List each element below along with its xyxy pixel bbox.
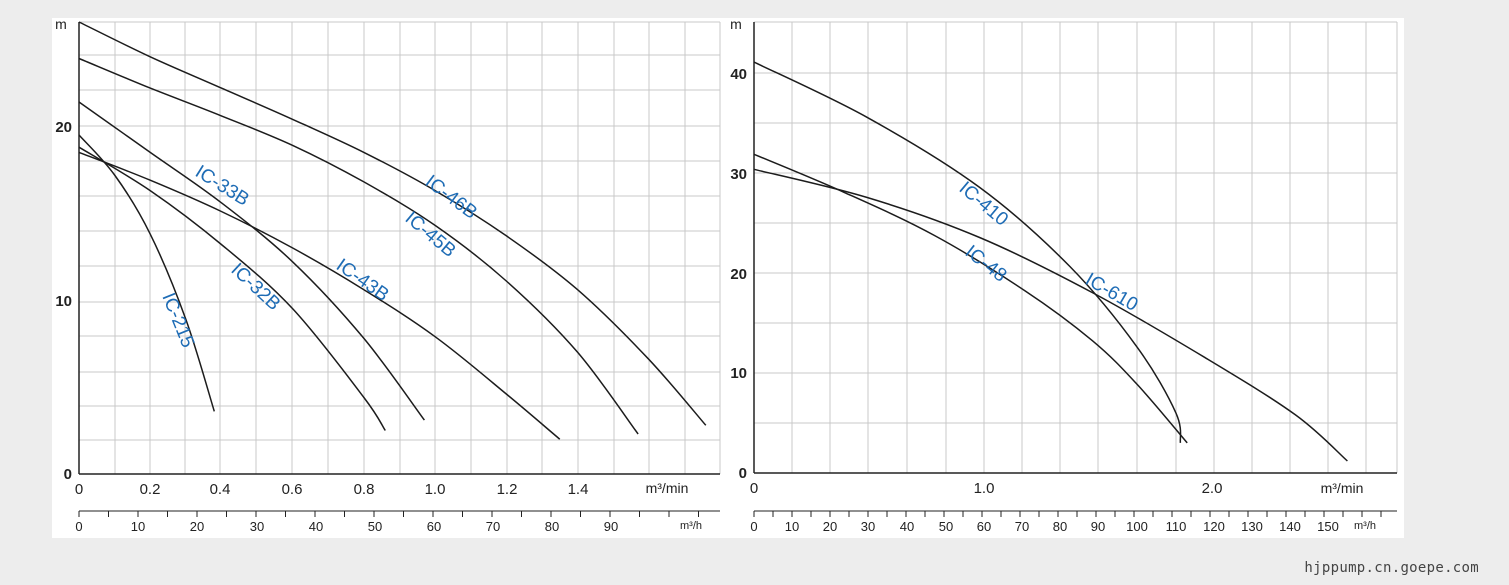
x2-tick-label: 150 — [1317, 519, 1339, 534]
x-unit-label: m³/min — [646, 480, 689, 496]
chart-2: 0 10 20 30 40 m 0 1.0 2.0 m³/min 0 10 20 30 40 50 60 70 80… — [730, 18, 1398, 534]
x2-tick-label: 90 — [604, 519, 618, 534]
x2-tick-label: 0 — [750, 519, 757, 534]
curve-ic-610 — [753, 168, 1348, 462]
x2-tick-label: 140 — [1279, 519, 1301, 534]
x2-tick-label: 50 — [939, 519, 953, 534]
y-tick-label: 40 — [730, 66, 747, 83]
series-label-ic-46b: IC-46B — [421, 171, 481, 223]
y-unit-label: m — [730, 18, 742, 32]
x-unit-label: m³/min — [1321, 480, 1364, 496]
x2-tick-label: 30 — [250, 519, 264, 534]
x2-tick-label: 60 — [427, 519, 441, 534]
y-tick-label: 30 — [730, 166, 747, 183]
x2-tick-label: 90 — [1091, 519, 1105, 534]
series-label-ic-610: IC-610 — [1082, 269, 1142, 316]
x2-tick-label: 40 — [309, 519, 323, 534]
x2-tick-label: 70 — [486, 519, 500, 534]
chart-1: 0 10 20 m 0 0.2 0.4 0.6 0.8 1.0 1.2 1.4 m³/min 0 10 20 3… — [55, 18, 721, 534]
curve-ic-32b — [78, 146, 386, 431]
x2-tick-label: 50 — [368, 519, 382, 534]
x-tick-label: 1.4 — [568, 481, 589, 498]
series-label-ic-215: IC-215 — [157, 290, 198, 351]
x-tick-label: 1.0 — [974, 480, 995, 497]
curve-ic-410 — [753, 61, 1182, 444]
y-tick-label: 10 — [730, 365, 747, 382]
x-tick-label: 0 — [750, 480, 758, 497]
x-tick-label: 1.2 — [497, 481, 518, 498]
x2-unit-label: m³/h — [680, 520, 702, 532]
curve-ic-46b — [78, 21, 707, 426]
x2-tick-label: 100 — [1126, 519, 1148, 534]
x2-tick-label: 20 — [823, 519, 837, 534]
series-label-ic-43b: IC-43B — [332, 255, 392, 306]
x2-tick-label: 20 — [190, 519, 204, 534]
x2-tick-label: 0 — [75, 519, 82, 534]
x2-tick-label: 30 — [861, 519, 875, 534]
y-tick-label: 0 — [739, 465, 747, 482]
y-tick-label: 20 — [55, 119, 72, 136]
curve-ic-48 — [753, 153, 1188, 444]
chart-panel: 0 10 20 m 0 0.2 0.4 0.6 0.8 1.0 1.2 1.4 m³/min 0 10 20 3… — [52, 18, 1404, 538]
x2-tick-label: 80 — [1053, 519, 1067, 534]
y-unit-label: m — [55, 18, 67, 32]
x2-tick-label: 130 — [1241, 519, 1263, 534]
x2-tick-label: 70 — [1015, 519, 1029, 534]
x2-tick-label: 60 — [977, 519, 991, 534]
x-tick-label: 0.4 — [210, 481, 231, 498]
x2-tick-label: 110 — [1166, 519, 1187, 534]
x-tick-label: 1.0 — [425, 481, 446, 498]
x2-tick-label: 40 — [900, 519, 914, 534]
x2-tick-label: 80 — [545, 519, 559, 534]
watermark-text: hjppump.cn.goepe.com — [1304, 560, 1479, 576]
y-tick-label: 10 — [55, 293, 72, 310]
y-tick-label: 20 — [730, 266, 747, 283]
curve-ic-43b — [78, 151, 561, 440]
y-tick-label: 0 — [64, 466, 72, 483]
pump-curves-svg: 0 10 20 m 0 0.2 0.4 0.6 0.8 1.0 1.2 1.4 m³/min 0 10 20 3… — [55, 18, 1398, 534]
x-tick-label: 0 — [75, 481, 83, 498]
x2-tick-label: 10 — [785, 519, 799, 534]
series-label-ic-45b: IC-45B — [401, 208, 460, 262]
x-tick-label: 0.8 — [354, 481, 375, 498]
x-tick-label: 0.2 — [140, 481, 161, 498]
curve-ic-33b — [78, 101, 426, 421]
series-label-ic-32b: IC-32B — [227, 259, 285, 315]
x-tick-label: 2.0 — [1202, 480, 1223, 497]
x2-unit-label: m³/h — [1354, 520, 1376, 532]
x-tick-label: 0.6 — [282, 481, 303, 498]
x2-tick-label: 10 — [131, 519, 145, 534]
curve-ic-45b — [78, 57, 639, 435]
curve-ic-215 — [78, 134, 216, 412]
x2-tick-label: 120 — [1203, 519, 1225, 534]
